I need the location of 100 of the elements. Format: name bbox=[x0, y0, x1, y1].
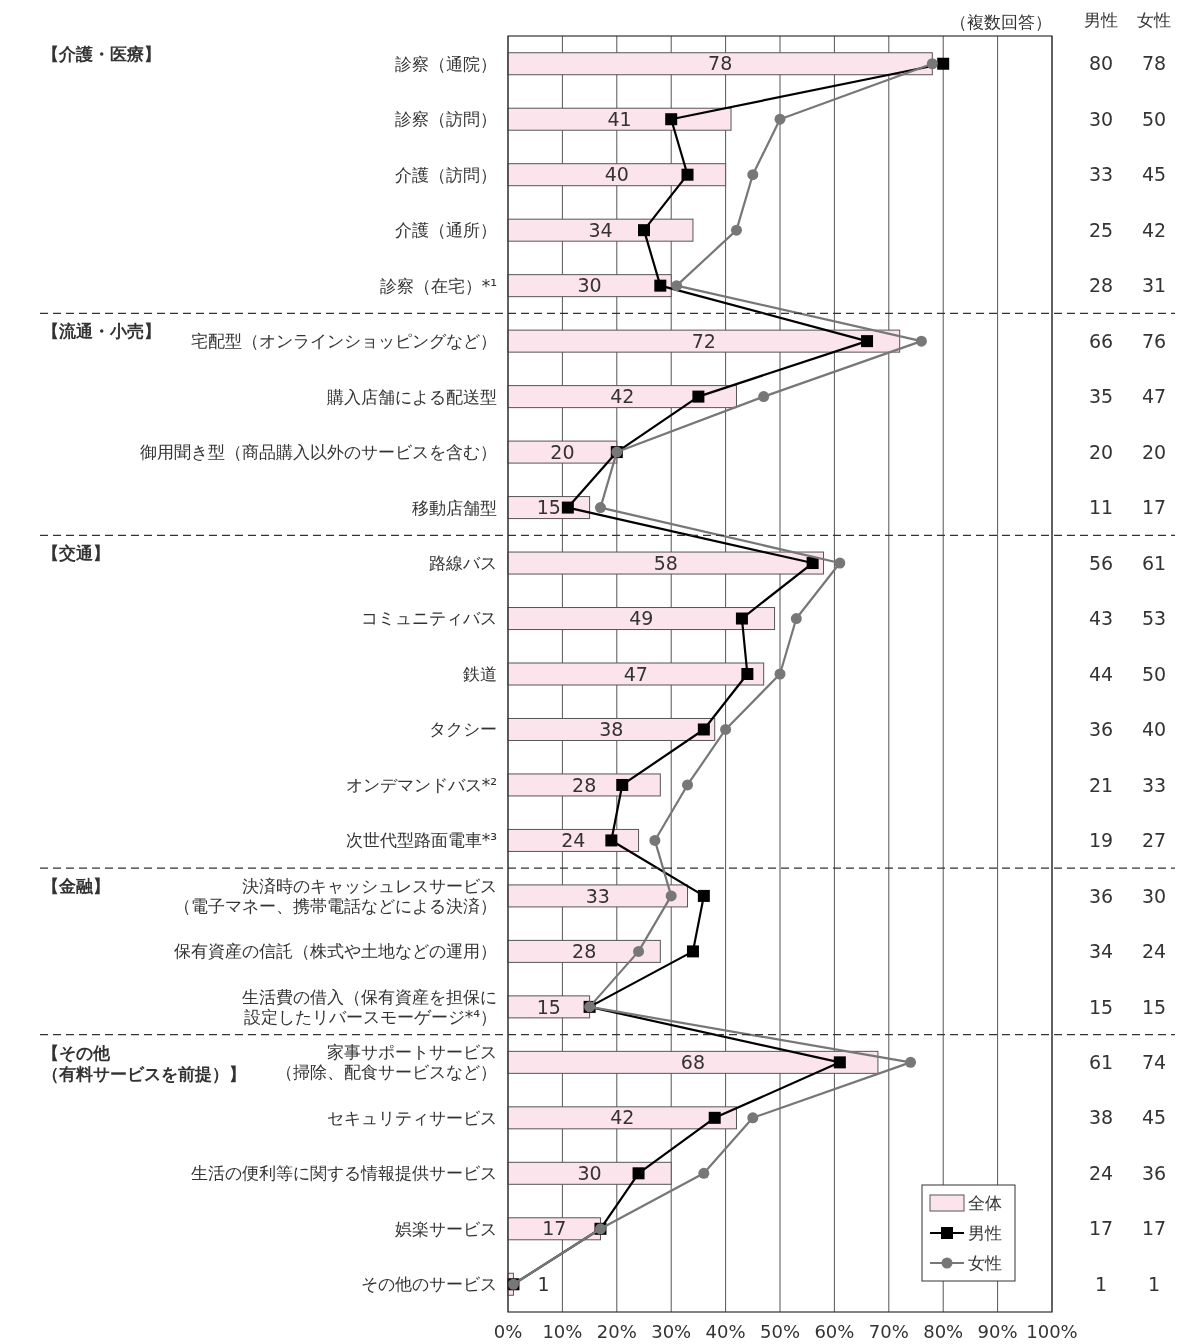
y-tick-label: オンデマンドバス*² bbox=[345, 774, 497, 795]
point bbox=[681, 168, 694, 181]
point bbox=[654, 279, 667, 292]
text: 【介護・医療】 bbox=[42, 43, 161, 64]
y-tick-label: 診察（在宅）*¹ bbox=[379, 275, 497, 296]
text: 【金融】 bbox=[42, 876, 110, 897]
point bbox=[638, 224, 650, 237]
y-tick-label: 次世代型路面電車*³ bbox=[345, 830, 497, 851]
data-label: 33 bbox=[585, 884, 610, 907]
point bbox=[720, 723, 732, 735]
point bbox=[697, 889, 710, 902]
x-tick-label: 40% bbox=[705, 1321, 746, 1343]
data-label: 15 bbox=[536, 496, 561, 519]
point bbox=[758, 391, 770, 403]
point bbox=[834, 557, 846, 569]
data-label: 36 bbox=[1088, 718, 1114, 741]
point bbox=[708, 1111, 721, 1124]
data-label: 43 bbox=[1088, 607, 1114, 630]
data-label: 27 bbox=[1141, 829, 1167, 852]
point bbox=[561, 501, 574, 514]
point bbox=[774, 113, 786, 125]
point bbox=[682, 779, 694, 791]
y-tick-label: 診察（訪問） bbox=[395, 109, 497, 130]
data-label: 45 bbox=[1141, 163, 1167, 186]
x-tick-label: 30% bbox=[651, 1321, 692, 1343]
data-label: 66 bbox=[1088, 329, 1114, 352]
legend-label: 男性 bbox=[968, 1222, 1002, 1243]
y-tick-label: 決済時のキャッシュレスサービス（電子マネー、携帯電話などによる決済） bbox=[174, 875, 497, 917]
point bbox=[594, 502, 606, 514]
data-label: 47 bbox=[1141, 385, 1167, 408]
data-label: 30 bbox=[1088, 107, 1114, 130]
data-label: 31 bbox=[1141, 274, 1167, 297]
x-tick-label: 90% bbox=[977, 1321, 1018, 1343]
data-label: 1 bbox=[537, 1272, 550, 1295]
data-label: 78 bbox=[1141, 52, 1167, 75]
y-tick-label: 保有資産の信託（株式や土地などの運用） bbox=[174, 941, 497, 962]
legend-label: 女性 bbox=[968, 1252, 1002, 1273]
data-label: 40 bbox=[604, 163, 629, 186]
data-label: 78 bbox=[708, 52, 733, 75]
x-tick-label: 10% bbox=[542, 1321, 583, 1343]
data-label: 11 bbox=[1088, 496, 1114, 519]
x-tick-label: 50% bbox=[759, 1321, 801, 1343]
data-label: 35 bbox=[1088, 385, 1114, 408]
data-label: 20 bbox=[1088, 440, 1114, 463]
data-label: 80 bbox=[1088, 52, 1114, 75]
data-label: 50 bbox=[1141, 662, 1167, 685]
x-tick-label: 80% bbox=[923, 1321, 964, 1343]
y-tick-label: 介護（通所） bbox=[395, 220, 497, 241]
y-tick-label: 御用聞き型（商品購入以外のサービスを含む） bbox=[140, 442, 497, 463]
point bbox=[774, 668, 786, 680]
y-tick-label: 診察（通院） bbox=[395, 53, 497, 74]
x-tick-label: 70% bbox=[868, 1321, 909, 1343]
point bbox=[686, 945, 699, 958]
data-label: 30 bbox=[577, 1161, 602, 1184]
text: 【交通】 bbox=[42, 543, 110, 564]
point bbox=[861, 335, 874, 348]
point bbox=[698, 1167, 710, 1179]
x-tick-label: 0% bbox=[493, 1321, 523, 1343]
data-label: 76 bbox=[1141, 329, 1167, 352]
point bbox=[747, 169, 759, 181]
text: 女性 bbox=[1137, 9, 1171, 30]
data-label: 61 bbox=[1141, 551, 1167, 574]
data-label: 41 bbox=[607, 107, 632, 130]
text: 【流通・小売】 bbox=[42, 321, 161, 342]
data-label: 74 bbox=[1141, 1051, 1167, 1073]
data-label: 17 bbox=[1141, 496, 1167, 519]
point bbox=[605, 834, 618, 847]
y-tick-label: その他のサービス bbox=[361, 1274, 497, 1295]
data-label: 68 bbox=[680, 1051, 706, 1073]
point bbox=[926, 58, 938, 70]
y-tick-label: 家事サポートサービス（掃除、配食サービスなど） bbox=[276, 1042, 497, 1083]
data-label: 38 bbox=[599, 718, 624, 741]
point bbox=[730, 224, 742, 236]
x-tick-label: 60% bbox=[814, 1321, 855, 1343]
point bbox=[735, 612, 748, 625]
y-tick-label: 移動店舗型 bbox=[412, 497, 497, 518]
data-label: 24 bbox=[561, 829, 586, 852]
data-label: 72 bbox=[691, 329, 716, 352]
data-label: 21 bbox=[1088, 773, 1114, 796]
data-label: 42 bbox=[610, 1106, 635, 1129]
data-label: 1 bbox=[1094, 1272, 1108, 1295]
data-label: 34 bbox=[588, 218, 613, 241]
y-tick-label: 購入店舗による配送型 bbox=[327, 386, 497, 407]
point bbox=[633, 945, 645, 957]
point bbox=[915, 335, 927, 347]
data-label: 17 bbox=[1141, 1217, 1167, 1240]
point bbox=[616, 778, 629, 791]
data-label: 15 bbox=[536, 995, 561, 1018]
data-label: 30 bbox=[577, 274, 602, 297]
point bbox=[937, 57, 950, 70]
data-label: 38 bbox=[1088, 1106, 1114, 1129]
data-label: 24 bbox=[1141, 940, 1167, 963]
data-label: 24 bbox=[1088, 1161, 1114, 1184]
data-label: 42 bbox=[1141, 218, 1167, 241]
data-label: 15 bbox=[1088, 995, 1114, 1018]
data-label: 20 bbox=[1141, 440, 1167, 463]
data-label: 61 bbox=[1088, 1051, 1114, 1073]
text: 男性 bbox=[1084, 9, 1118, 30]
data-label: 56 bbox=[1088, 551, 1114, 574]
data-label: 50 bbox=[1141, 107, 1167, 130]
